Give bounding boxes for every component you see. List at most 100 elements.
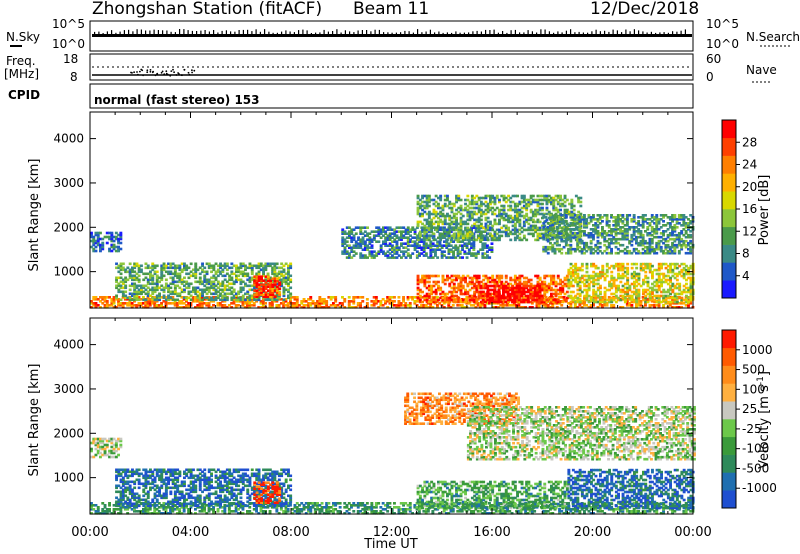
power-echo-cell — [230, 278, 234, 282]
power-echo-cell — [164, 278, 168, 282]
power-echo-cell — [443, 250, 446, 253]
power-echo-cell — [289, 302, 292, 305]
power-echo-cell — [534, 228, 538, 232]
power-echo-cell — [459, 228, 463, 232]
power-echo-cell — [316, 304, 319, 307]
power-echo-cell — [241, 272, 245, 276]
freq-dot — [187, 71, 190, 74]
power-echo-cell — [507, 198, 510, 202]
power-echo-cell — [173, 302, 177, 305]
power-echo-cell — [525, 212, 529, 216]
power-echo-cell — [429, 256, 433, 259]
power-echo-cell — [284, 278, 288, 282]
nsky-spike — [676, 31, 678, 36]
power-echo-cell — [114, 298, 118, 301]
power-echo-cell — [101, 247, 105, 251]
power-echo-cell — [448, 296, 452, 300]
power-echo-cell — [379, 232, 383, 235]
power-echo-cell — [307, 304, 310, 307]
power-echo-cell — [479, 224, 483, 228]
power-echo-cell — [363, 244, 367, 247]
power-echo-cell — [527, 216, 531, 220]
power-echo-cell — [386, 244, 390, 247]
power-echo-cell — [470, 200, 474, 204]
power-echo-cell — [452, 284, 456, 288]
power-echo-cell — [456, 304, 460, 307]
power-echo-cell — [250, 272, 254, 276]
power-echo-cell — [451, 304, 455, 307]
power-echo-cell — [425, 200, 429, 204]
power-echo-cell — [261, 302, 265, 305]
power-echo-cell — [612, 306, 616, 309]
power-echo-cell — [183, 264, 186, 268]
power-echo-cell — [452, 254, 455, 257]
power-echo-cell — [465, 230, 469, 233]
power-echo-cell — [162, 300, 166, 303]
freq-dot — [193, 69, 196, 72]
power-echo-cell — [160, 272, 164, 276]
power-echo-cell — [473, 196, 477, 200]
power-echo-cell — [441, 278, 445, 282]
power-echo-cell — [239, 262, 243, 266]
power-echo-cell — [377, 228, 381, 231]
power-echo-cell — [538, 220, 542, 224]
power-echo-cell — [250, 284, 254, 288]
power-echo-cell — [117, 288, 121, 292]
nsky-spike — [247, 29, 249, 36]
power-echo-cell — [441, 280, 445, 284]
power-echo-cell — [441, 274, 445, 278]
freq-dot — [173, 71, 176, 74]
power-echo-cell — [473, 200, 477, 204]
power-echo-cell — [418, 290, 422, 294]
power-echo-cell — [259, 300, 263, 303]
power-echo-cell — [173, 304, 177, 307]
power-echo-cell — [234, 300, 238, 303]
power-echo-cell — [284, 298, 288, 301]
nsky-spike — [115, 32, 117, 36]
power-echo-cell — [477, 282, 481, 286]
power-echo-cell — [464, 290, 467, 294]
power-echo-cell — [424, 246, 428, 249]
power-echo-cell — [384, 302, 387, 305]
power-echo-cell — [180, 270, 184, 274]
nsky-spike — [98, 31, 100, 36]
power-echo-cell — [322, 302, 326, 305]
power-echo-cell — [420, 248, 424, 251]
power-echo-cell — [232, 290, 236, 294]
power-echo-cell — [131, 298, 134, 302]
power-echo-cell — [416, 286, 420, 290]
power-echo-cell — [456, 254, 460, 257]
power-echo-cell — [142, 278, 146, 282]
power-echo-cell — [275, 266, 279, 270]
power-echo-cell — [259, 302, 263, 305]
power-echo-cell — [644, 214, 647, 217]
power-echo-cell — [443, 204, 447, 208]
power-echo-cell — [516, 220, 519, 224]
power-echo-cell — [273, 300, 277, 303]
power-echo-cell — [437, 298, 440, 302]
power-echo-cell — [448, 300, 452, 304]
power-echo-cell — [680, 302, 684, 305]
power-echo-cell — [498, 230, 501, 234]
power-echo-cell — [434, 290, 438, 294]
power-echo-cell — [128, 300, 132, 303]
power-echo-cell — [289, 278, 293, 282]
power-echo-cell — [561, 198, 565, 202]
power-echo-cell — [329, 298, 333, 301]
power-echo-cell — [439, 234, 443, 238]
power-echo-cell — [525, 238, 529, 242]
power-echo-cell — [255, 275, 259, 278]
power-echo-cell — [556, 230, 560, 234]
power-echo-cell — [459, 212, 463, 216]
power-echo-cell — [464, 278, 467, 282]
power-echo-cell — [443, 292, 447, 296]
power-echo-cell — [96, 241, 100, 245]
power-echo-cell — [160, 278, 164, 282]
power-echo-cell — [365, 302, 369, 305]
power-echo-cell — [545, 208, 549, 212]
power-echo-cell — [207, 296, 211, 299]
power-echo-cell — [266, 279, 270, 282]
power-echo-cell — [289, 298, 292, 301]
power-echo-cell — [131, 274, 134, 278]
power-echo-cell — [286, 306, 290, 309]
